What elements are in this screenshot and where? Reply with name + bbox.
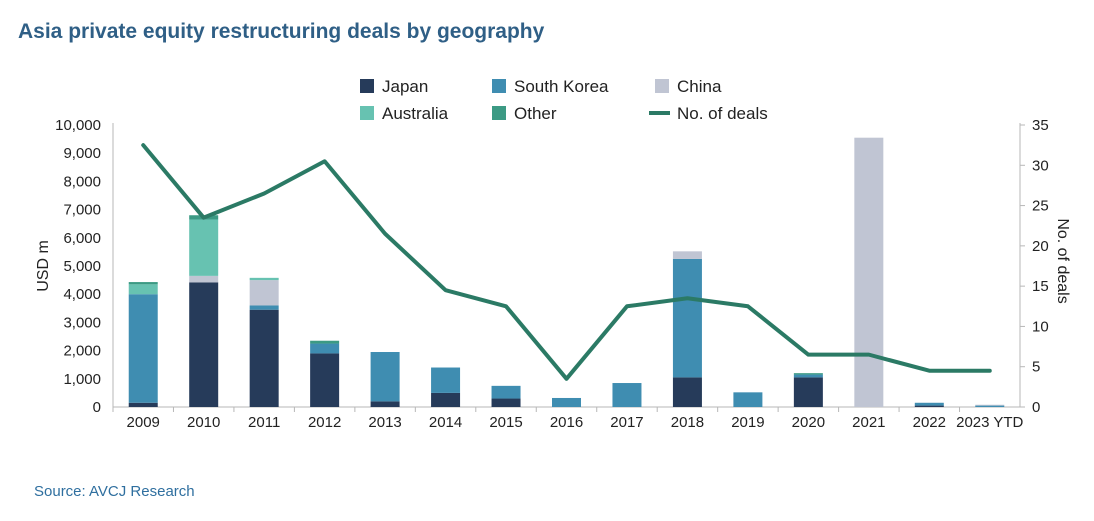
y-tick-label: 10,000: [55, 117, 101, 134]
y-tick-label: 1,000: [63, 371, 101, 388]
x-tick-label: 2016: [550, 414, 583, 431]
y2-axis-title: No. of deals: [1054, 218, 1071, 303]
x-tick-label: 2018: [671, 414, 704, 431]
bar-japan: [672, 377, 702, 407]
x-tick-label: 2019: [731, 414, 764, 431]
bar-south-korea: [672, 258, 702, 378]
bar-japan: [491, 398, 521, 407]
y-tick-label: 0: [93, 399, 101, 416]
bar-china: [189, 275, 219, 283]
legend-swatch-other: [492, 106, 506, 120]
x-tick-label: 2015: [489, 414, 522, 431]
bar-japan: [431, 392, 461, 407]
legend: Japan South Korea China Australia Other No. o…: [360, 77, 768, 123]
legend-label-japan: Japan: [382, 77, 428, 96]
x-tick-label: 2012: [308, 414, 341, 431]
y-tick-label: 4,000: [63, 286, 101, 303]
x-tick-label: 2021: [852, 414, 885, 431]
axis-labels: 0 1,000 2,000 3,000 4,000 5,000 6,000 7,000 8,00…: [35, 117, 1071, 431]
x-tick-label: 2022: [913, 414, 946, 431]
y-tick-label: 6,000: [63, 230, 101, 247]
deals-line: [141, 143, 992, 381]
bar-south-korea: [914, 402, 944, 406]
bar-japan: [370, 401, 400, 407]
y-tick-label: 7,000: [63, 202, 101, 219]
x-tick-label: 2010: [187, 414, 220, 431]
bar-china: [854, 137, 884, 407]
bar-south-korea: [612, 383, 642, 407]
bar-south-korea: [552, 397, 581, 407]
bar-australia: [249, 277, 279, 281]
bar-south-korea: [975, 405, 1005, 407]
y2-tick-label: 35: [1032, 117, 1049, 134]
y2-tick-label: 0: [1032, 399, 1040, 416]
legend-swatch-australia: [360, 106, 374, 120]
bar-south-korea: [310, 343, 340, 354]
x-tick-label: 2020: [792, 414, 825, 431]
bar-china: [672, 251, 702, 259]
y-tick-label: 9,000: [63, 145, 101, 162]
bar-japan: [249, 309, 279, 407]
y-axis-title: USD m: [35, 240, 52, 292]
deals-line-path: [141, 143, 992, 381]
bar-south-korea: [249, 305, 279, 310]
bar-south-korea: [733, 392, 763, 407]
y2-tick-label: 30: [1032, 157, 1049, 174]
legend-label-china: China: [677, 77, 722, 96]
y2-tick-label: 15: [1032, 278, 1049, 295]
legend-label-australia: Australia: [382, 104, 449, 123]
y-tick-label: 8,000: [63, 173, 101, 190]
x-tick-label: 2011: [248, 414, 280, 431]
bar-japan: [793, 377, 823, 407]
legend-label-no-of-deals: No. of deals: [677, 104, 768, 123]
y2-tick-label: 5: [1032, 359, 1040, 376]
bar-south-korea: [491, 385, 521, 399]
bar-south-korea: [370, 352, 400, 402]
x-tick-label: 2013: [368, 414, 401, 431]
bar-australia: [189, 219, 219, 276]
x-tick-label: 2017: [610, 414, 643, 431]
legend-label-other: Other: [514, 104, 557, 123]
bars: [128, 137, 1005, 407]
chart-title: Asia private equity restructuring deals …: [18, 20, 545, 43]
y2-tick-label: 25: [1032, 198, 1049, 215]
legend-swatch-china: [655, 79, 669, 93]
y-tick-label: 3,000: [63, 314, 101, 331]
y-tick-label: 5,000: [63, 258, 101, 275]
bar-south-korea: [431, 367, 461, 393]
bar-south-korea: [793, 374, 823, 378]
bar-south-korea: [128, 294, 158, 403]
bar-other: [128, 282, 158, 285]
bar-japan: [189, 282, 219, 407]
legend-label-south-korea: South Korea: [514, 77, 609, 96]
x-tick-label: 2009: [127, 414, 160, 431]
legend-swatch-south-korea: [492, 79, 506, 93]
y2-tick-label: 20: [1032, 238, 1049, 255]
bar-japan: [128, 402, 158, 407]
source-note: Source: AVCJ Research: [34, 483, 195, 500]
bar-australia: [128, 284, 158, 295]
bar-other: [793, 373, 823, 375]
x-tick-label: 2014: [429, 414, 462, 431]
y2-tick-label: 10: [1032, 318, 1049, 335]
bar-china: [975, 404, 1005, 406]
bar-japan: [914, 405, 944, 407]
y-tick-label: 2,000: [63, 343, 101, 360]
bar-japan: [310, 353, 340, 407]
x-tick-label: 2023 YTD: [956, 414, 1023, 431]
legend-swatch-japan: [360, 79, 374, 93]
bar-china: [249, 280, 279, 306]
bar-other: [310, 340, 340, 344]
